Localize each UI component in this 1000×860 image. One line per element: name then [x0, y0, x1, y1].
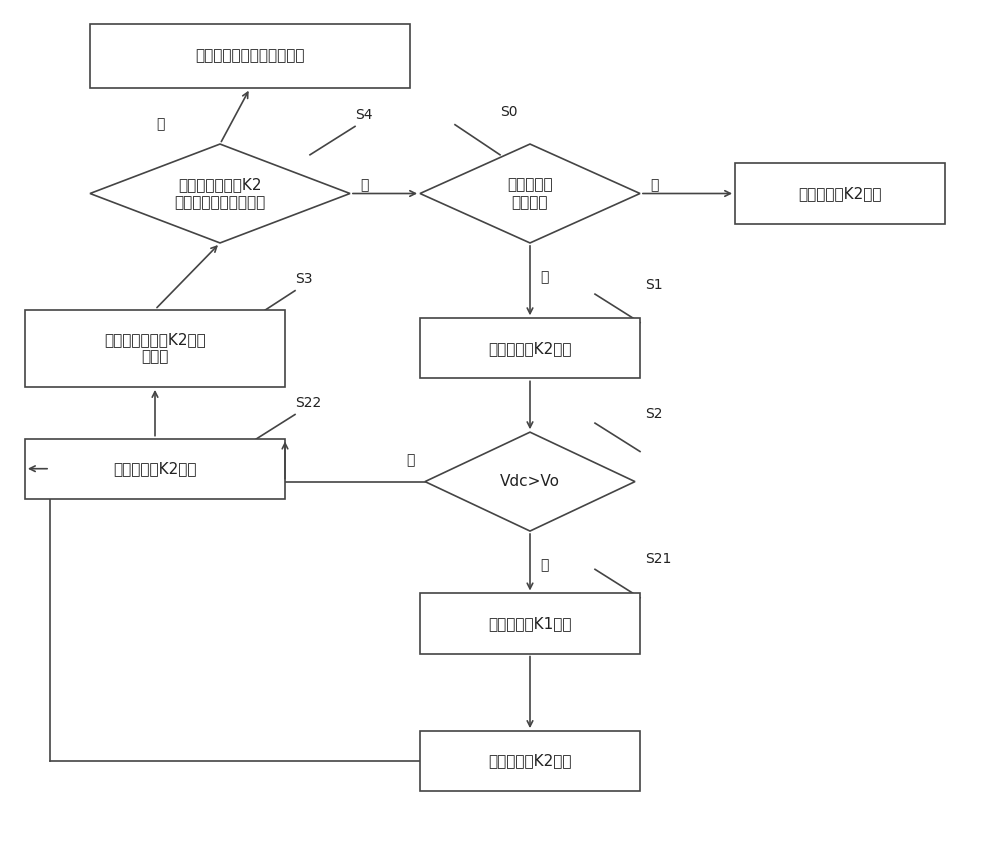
Text: Vdc>Vo: Vdc>Vo — [500, 474, 560, 489]
Text: 判断第二继电器K2
断开的次数是否为一次: 判断第二继电器K2 断开的次数是否为一次 — [174, 177, 266, 210]
Text: 是: 是 — [360, 178, 368, 192]
Text: 第二继电器K2断开: 第二继电器K2断开 — [488, 753, 572, 769]
FancyBboxPatch shape — [25, 310, 285, 387]
FancyBboxPatch shape — [25, 439, 285, 499]
Text: S22: S22 — [295, 396, 321, 410]
Text: 否: 否 — [540, 270, 548, 285]
Text: 软启动充电电路的故障检查: 软启动充电电路的故障检查 — [195, 48, 305, 64]
Text: 是: 是 — [650, 178, 658, 192]
Text: 否: 否 — [156, 118, 164, 132]
Text: S1: S1 — [645, 279, 663, 292]
Text: S2: S2 — [645, 408, 662, 421]
Text: 第二继电器K2断开: 第二继电器K2断开 — [798, 186, 882, 201]
FancyBboxPatch shape — [90, 23, 410, 89]
FancyBboxPatch shape — [735, 163, 945, 224]
Polygon shape — [420, 144, 640, 243]
Text: S0: S0 — [500, 105, 518, 119]
Polygon shape — [425, 432, 635, 531]
FancyBboxPatch shape — [420, 318, 640, 378]
Text: 第二继电器K2断开: 第二继电器K2断开 — [113, 461, 197, 476]
Polygon shape — [90, 144, 350, 243]
FancyBboxPatch shape — [420, 731, 640, 791]
Text: 统计第二继电器K2断开
的次数: 统计第二继电器K2断开 的次数 — [104, 332, 206, 365]
Text: 否: 否 — [407, 453, 415, 467]
Text: 判断控制器
是否故障: 判断控制器 是否故障 — [507, 177, 553, 210]
Text: 第一继电器K1吸合: 第一继电器K1吸合 — [488, 616, 572, 631]
Text: 第二继电器K2吸合: 第二继电器K2吸合 — [488, 341, 572, 356]
Text: S4: S4 — [355, 108, 372, 122]
FancyBboxPatch shape — [420, 593, 640, 654]
Text: 是: 是 — [540, 558, 548, 573]
Text: S3: S3 — [295, 273, 312, 286]
Text: S21: S21 — [645, 552, 671, 566]
